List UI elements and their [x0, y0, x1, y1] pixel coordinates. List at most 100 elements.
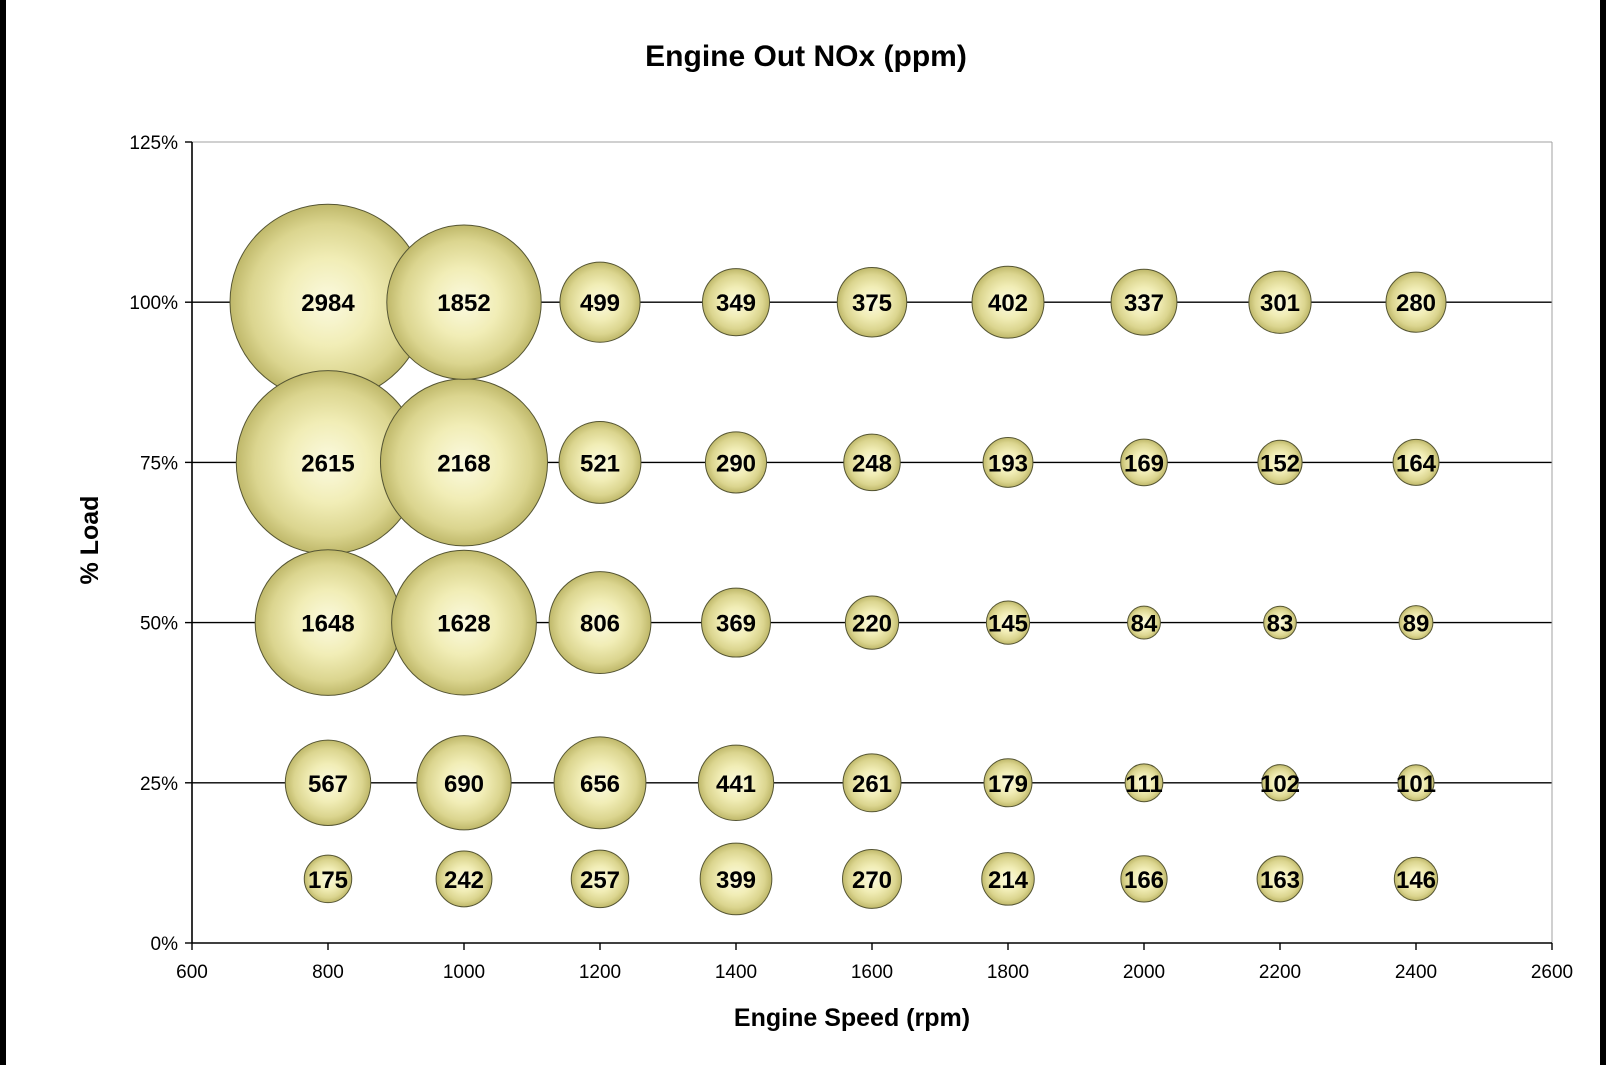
bubble-data-label: 84	[1131, 611, 1158, 638]
y-tick-label: 100%	[129, 293, 178, 314]
y-tick-label: 25%	[140, 774, 178, 795]
bubble	[982, 436, 1034, 488]
bubble	[842, 848, 902, 909]
x-axis-title: Engine Speed (rpm)	[734, 1004, 970, 1032]
bubble-data-label: 220	[852, 611, 892, 638]
bubble	[701, 268, 771, 337]
bubble	[981, 852, 1035, 906]
bubble	[971, 265, 1045, 339]
bubble-data-label: 179	[988, 771, 1028, 798]
x-tick-label: 800	[312, 962, 344, 983]
x-tick-label: 1600	[851, 962, 893, 983]
bubble-data-label: 163	[1260, 867, 1300, 894]
bubble-data-label: 102	[1260, 771, 1300, 798]
bubble-data-label: 193	[988, 450, 1028, 477]
bubble-data-label: 169	[1124, 450, 1164, 477]
bubble	[1127, 605, 1161, 640]
bubble-data-label: 399	[716, 867, 756, 894]
bubble	[842, 753, 902, 813]
bubble-data-label: 242	[444, 867, 484, 894]
bubble	[559, 261, 641, 343]
bubble-data-label: 375	[852, 290, 892, 317]
bubble-data-label: 2984	[301, 290, 355, 317]
bubble	[844, 595, 900, 650]
bubble	[1385, 271, 1447, 333]
x-tick-label: 1800	[987, 962, 1029, 983]
bubble-data-label: 499	[580, 290, 620, 317]
bubble	[701, 587, 771, 658]
bubble-data-label: 656	[580, 771, 620, 798]
y-tick-label: 50%	[140, 614, 178, 635]
bubble-data-label: 152	[1260, 450, 1300, 477]
bubble-data-label: 175	[308, 867, 348, 894]
bubble-data-label: 521	[580, 450, 620, 477]
bubble-data-label: 441	[716, 771, 756, 798]
chart-title: Engine Out NOx (ppm)	[645, 40, 967, 73]
y-axis-title: % Load	[76, 496, 104, 585]
bubble	[570, 849, 630, 909]
x-tick-label: 600	[176, 962, 208, 983]
bubble-data-label: 214	[988, 867, 1029, 894]
bubble	[558, 420, 642, 504]
bubble-data-label: 1628	[437, 611, 490, 638]
bubble	[985, 600, 1031, 645]
bubble	[1397, 764, 1435, 802]
bubble-data-label: 567	[308, 771, 348, 798]
bubble-data-label: 101	[1396, 771, 1436, 798]
bubble-data-label: 2168	[437, 450, 490, 477]
bubble	[704, 431, 768, 494]
bubble	[435, 850, 493, 908]
bubble	[697, 744, 775, 821]
bubble-data-label: 146	[1396, 867, 1436, 894]
bubble	[836, 266, 908, 338]
bubble-data-label: 145	[988, 611, 1028, 638]
bubble	[1263, 605, 1297, 640]
bubble-chart: Engine Out NOx (ppm) 0% 25% 50% 75% 100% 125%…	[76, 40, 1573, 1032]
bubble-data-label: 2615	[301, 450, 354, 477]
bubble-data-label: 806	[580, 611, 620, 638]
bubble-data-label: 690	[444, 771, 484, 798]
bubble-data-label: 369	[716, 611, 756, 638]
x-tick-label: 2600	[1531, 962, 1573, 983]
bubble-data-label: 83	[1267, 611, 1294, 638]
axes: 0% 25% 50% 75% 100% 125% 600 800 1000 1200 1400 160…	[129, 133, 1573, 983]
bubble	[1393, 856, 1439, 902]
bubble-data-label: 270	[852, 867, 892, 894]
x-tick-label: 2200	[1259, 962, 1301, 983]
bubble	[843, 433, 901, 492]
bubble	[1124, 763, 1164, 803]
bubble-data-label: 337	[1124, 290, 1164, 317]
y-tick-label: 125%	[129, 133, 178, 154]
bubble-data-label: 89	[1403, 611, 1430, 638]
bubble	[983, 758, 1033, 808]
bubble	[553, 736, 647, 830]
bubble-data-label: 290	[716, 450, 756, 477]
bubble-data-label: 402	[988, 290, 1028, 317]
bubble-data-label: 261	[852, 771, 892, 798]
bubble-data-label: 349	[716, 290, 756, 317]
bubble-data-label: 111	[1125, 771, 1162, 798]
bubble	[1392, 438, 1440, 486]
bubble	[699, 842, 773, 916]
y-tick-label: 75%	[140, 453, 178, 474]
bubble-data-label: 166	[1124, 867, 1164, 894]
gridlines	[192, 301, 1552, 784]
bubble	[1398, 605, 1434, 641]
bubble	[1248, 270, 1312, 334]
bubble-data-label: 280	[1396, 290, 1436, 317]
x-tick-label: 1200	[579, 962, 621, 983]
bubble-data-label: 301	[1260, 290, 1300, 317]
bubble-data-label: 248	[852, 450, 892, 477]
x-tick-label: 2000	[1123, 962, 1165, 983]
bubble	[1120, 855, 1168, 903]
bubble	[1120, 438, 1168, 487]
bubble	[1256, 855, 1304, 903]
x-tick-label: 1000	[443, 962, 485, 983]
bubble-data-label: 1852	[437, 290, 490, 317]
bubble-data-label: 257	[580, 867, 620, 894]
y-tick-label: 0%	[151, 934, 179, 955]
bubble	[1257, 439, 1303, 486]
bubble	[391, 549, 537, 696]
bubble	[386, 224, 542, 380]
